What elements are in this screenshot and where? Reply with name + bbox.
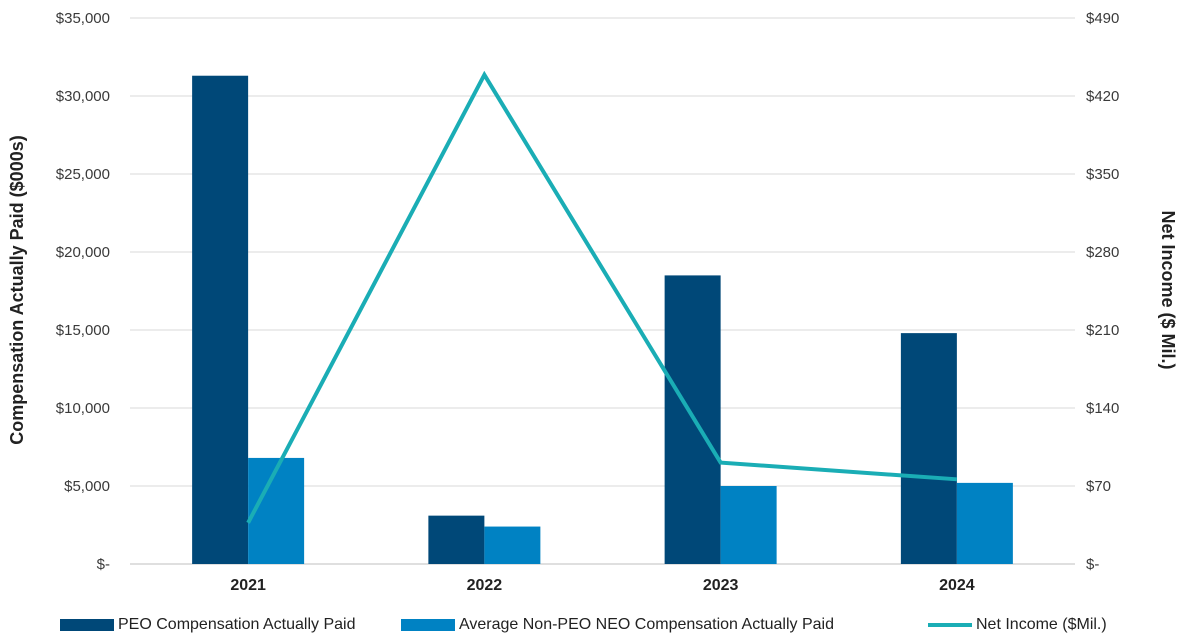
left-tick-label: $20,000: [56, 244, 110, 261]
legend-label-net-income: Net Income ($Mil.): [976, 616, 1107, 633]
left-tick-label: $15,000: [56, 322, 110, 339]
net-income-line-group: [246, 70, 958, 524]
net-income-line: [246, 70, 958, 524]
left-tick-label: $35,000: [56, 10, 110, 27]
right-tick-label: $280: [1086, 244, 1119, 261]
peo-bar: [428, 515, 485, 564]
non-peo-bar: [720, 486, 777, 564]
peo-bar: [192, 75, 249, 564]
left-tick-label: $5,000: [64, 478, 110, 495]
right-tick-label: $70: [1086, 478, 1111, 495]
right-tick-label: $-: [1086, 556, 1099, 573]
legend-label-non-peo: Average Non-PEO NEO Compensation Actuall…: [459, 616, 835, 633]
left-axis-title: Compensation Actually Paid ($000s): [7, 135, 27, 444]
legend: PEO Compensation Actually Paid Average N…: [0, 612, 1183, 642]
right-tick-label: $140: [1086, 400, 1119, 417]
category-labels: 2021 2022 2023 2024: [230, 577, 974, 594]
legend-swatch-peo: [60, 619, 114, 631]
right-axis-ticks: $- $70 $140 $210 $280 $350 $420 $490: [1086, 10, 1119, 573]
right-tick-label: $350: [1086, 166, 1119, 183]
left-axis-ticks: $- $5,000 $10,000 $15,000 $20,000 $25,000 $30,…: [56, 10, 110, 573]
left-tick-label: $30,000: [56, 88, 110, 105]
category-label: 2021: [230, 577, 266, 594]
category-label: 2023: [703, 577, 739, 594]
category-label: 2022: [467, 577, 503, 594]
right-tick-label: $420: [1086, 88, 1119, 105]
right-axis-title: Net Income ($ Mil.): [1158, 210, 1178, 369]
category-label: 2024: [939, 577, 975, 594]
left-tick-label: $-: [97, 556, 110, 573]
legend-item-non-peo: Average Non-PEO NEO Compensation Actuall…: [401, 616, 834, 634]
legend-swatch-non-peo: [401, 619, 455, 631]
bars: [192, 75, 1013, 564]
non-peo-bar: [248, 457, 305, 564]
legend-swatch-net-income: [928, 623, 972, 627]
peo-bar: [900, 333, 957, 564]
right-tick-label: $490: [1086, 10, 1119, 27]
compensation-vs-net-income-chart: $- $5,000 $10,000 $15,000 $20,000 $25,000 $30,…: [7, 10, 1178, 594]
legend-item-net-income: Net Income ($Mil.): [928, 616, 1107, 634]
left-tick-label: $25,000: [56, 166, 110, 183]
left-tick-label: $10,000: [56, 400, 110, 417]
non-peo-bar: [956, 482, 1013, 564]
right-tick-label: $210: [1086, 322, 1119, 339]
non-peo-bar: [484, 526, 541, 564]
legend-label-peo: PEO Compensation Actually Paid: [118, 616, 356, 633]
legend-item-peo: PEO Compensation Actually Paid: [60, 616, 355, 634]
